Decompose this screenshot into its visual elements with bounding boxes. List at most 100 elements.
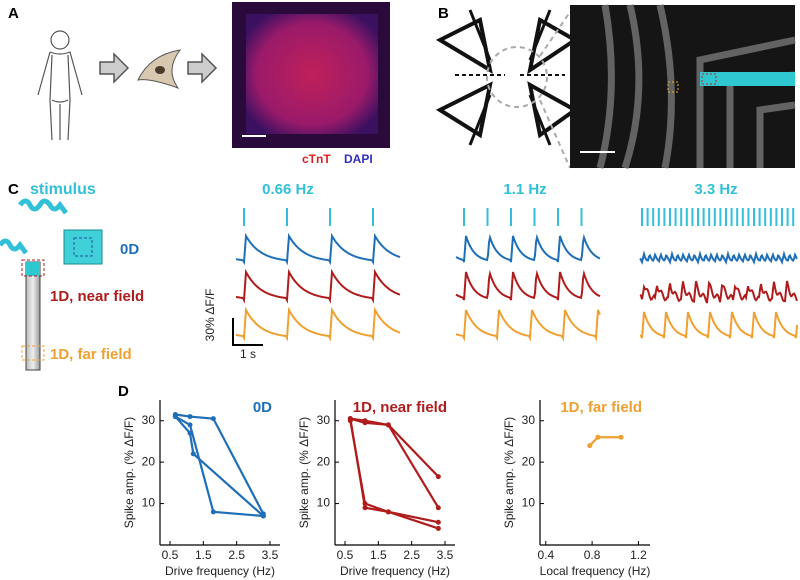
- data-point: [587, 443, 593, 449]
- condition-label: 1D, near field: [50, 288, 144, 305]
- roi: [21, 259, 45, 277]
- x-tick-label: 1.2: [630, 548, 647, 562]
- stimulus-wave: [0, 238, 28, 255]
- series-line: [350, 417, 440, 478]
- y-tick-label: 30: [317, 413, 331, 427]
- panel-label: B: [438, 5, 449, 22]
- series-line: [174, 415, 265, 517]
- series-line: [174, 415, 264, 518]
- data-point: [210, 416, 216, 422]
- trace: [235, 232, 401, 266]
- y-tick-label: 20: [142, 454, 156, 468]
- scale-bar-label: 30% ΔF/F: [203, 289, 217, 342]
- data-point: [385, 422, 391, 428]
- panel-label: C: [8, 181, 19, 198]
- frequency-label: 0.66 Hz: [262, 181, 314, 198]
- x-tick-label: 3.5: [437, 548, 454, 562]
- series-line: [349, 418, 439, 530]
- stimulus-wave: [18, 198, 68, 215]
- y-axis-label: Spike amp. (% ΔF/F): [502, 417, 516, 528]
- x-axis-label: Drive frequency (Hz): [340, 564, 450, 578]
- data-point: [187, 430, 193, 436]
- data-point: [435, 474, 441, 480]
- x-tick-label: 2.5: [403, 548, 420, 562]
- chart-title: 1D, near field: [353, 399, 447, 416]
- y-tick-label: 10: [142, 496, 156, 510]
- data-point: [347, 416, 353, 422]
- data-point: [362, 505, 368, 511]
- x-tick-label: 0.4: [537, 548, 554, 562]
- zoom-line: [539, 11, 571, 169]
- roi: [73, 237, 93, 257]
- x-axis-label: Drive frequency (Hz): [165, 564, 275, 578]
- y-tick-label: 20: [317, 454, 331, 468]
- scale-bar-label: 1 s: [240, 347, 256, 361]
- x-tick-label: 1.5: [370, 548, 387, 562]
- trace: [235, 268, 401, 304]
- chart-title: 0D: [253, 399, 272, 416]
- trace: [455, 309, 601, 342]
- human-figure: [37, 30, 83, 141]
- stain-label: DAPI: [344, 152, 373, 166]
- data-point: [187, 422, 193, 428]
- data-point: [435, 505, 441, 511]
- series-line: [175, 413, 265, 515]
- stimulus-region: [700, 72, 795, 86]
- x-tick-label: 0.8: [584, 548, 601, 562]
- data-point: [260, 513, 266, 519]
- data-point: [210, 509, 216, 515]
- trace: [639, 280, 798, 304]
- x-tick-label: 0.5: [337, 548, 354, 562]
- electrode-image: [596, 4, 796, 170]
- data-point: [187, 414, 193, 420]
- x-tick-label: 0.5: [162, 548, 179, 562]
- data-point: [595, 434, 601, 440]
- island-0d: [63, 229, 103, 265]
- panel-label: A: [8, 5, 19, 22]
- traces: [235, 208, 798, 342]
- y-tick-label: 10: [522, 496, 536, 510]
- data-point: [362, 418, 368, 424]
- zoom-circle: [486, 46, 548, 108]
- series-line: [350, 417, 440, 509]
- y-tick-label: 20: [522, 454, 536, 468]
- y-axis-label: Spike amp. (% ΔF/F): [297, 417, 311, 528]
- trace: [455, 269, 601, 301]
- panel-label: D: [118, 383, 129, 400]
- x-tick-label: 2.5: [228, 548, 245, 562]
- micrograph-tissue: [246, 14, 378, 134]
- condition-label: 0D: [120, 241, 139, 258]
- frequency-label: 1.1 Hz: [503, 181, 546, 198]
- y-axis-label: Spike amp. (% ΔF/F): [122, 417, 136, 528]
- roi: [667, 81, 679, 93]
- data-point: [172, 414, 178, 420]
- trace: [639, 311, 798, 339]
- trace: [455, 233, 601, 263]
- strip-1d: [25, 261, 41, 371]
- y-tick-label: 30: [522, 413, 536, 427]
- data-point: [618, 434, 624, 440]
- stimulus-region: [26, 262, 40, 276]
- data-point: [385, 509, 391, 515]
- stain-label: cTnT: [302, 152, 331, 166]
- roi: [21, 345, 45, 361]
- trace: [639, 250, 798, 265]
- y-tick-label: 30: [142, 413, 156, 427]
- series-line: [589, 436, 622, 447]
- data-point: [435, 525, 441, 531]
- y-tick-label: 10: [317, 496, 331, 510]
- scale-bar: [232, 318, 263, 346]
- frequency-label: 3.3 Hz: [694, 181, 737, 198]
- x-tick-label: 1.5: [195, 548, 212, 562]
- stimulus-label: stimulus: [30, 181, 96, 198]
- condition-label: 1D, far field: [50, 346, 132, 363]
- data-point: [190, 451, 196, 457]
- data-point: [435, 519, 441, 525]
- trace: [235, 306, 401, 342]
- x-axis-label: Local frequency (Hz): [540, 564, 651, 578]
- chart-title: 1D, far field: [560, 399, 642, 416]
- x-tick-label: 3.5: [262, 548, 279, 562]
- cell-nucleus: [155, 66, 165, 74]
- arrow: [99, 52, 218, 84]
